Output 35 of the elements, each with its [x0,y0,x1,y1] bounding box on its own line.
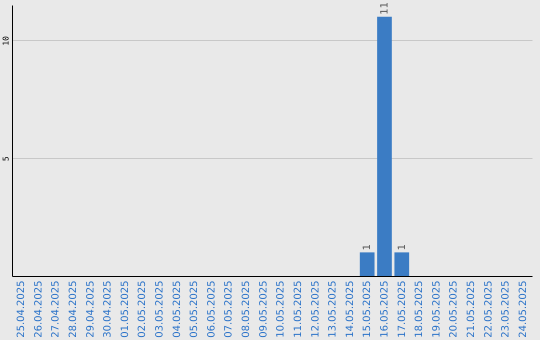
x-tick-label: 07.05.2025 [224,280,235,338]
x-tick-label: 30.04.2025 [102,280,114,338]
x-tick-label: 22.05.2025 [483,280,494,338]
x-tick-label: 04.05.2025 [172,280,183,338]
x-tick-label: 11.05.2025 [292,280,304,338]
x-tick-label: 19.05.2025 [431,280,442,338]
x-tick-label: 12.05.2025 [310,280,322,338]
x-tick-label: 13.05.2025 [328,280,339,338]
x-tick-label: 10.05.2025 [276,280,287,338]
y-tick-label: 10 [2,36,10,46]
data-label: 1 [362,244,374,250]
x-tick-label: 23.05.2025 [500,280,512,338]
x-tick-label: 01.05.2025 [120,280,131,338]
x-tick-label: 06.05.2025 [206,280,218,338]
x-tick-label: 25.04.2025 [16,280,28,338]
y-tick-label: 5 [2,156,10,162]
x-tick-label: 28.04.2025 [68,280,79,338]
x-tick-label: 08.05.2025 [241,280,252,338]
x-tick-label: 17.05.2025 [396,280,408,338]
x-tick-label: 18.05.2025 [414,280,426,338]
x-tick-label: 03.05.2025 [154,280,166,338]
x-tick-label: 09.05.2025 [258,280,270,338]
x-tick-label: 16.05.2025 [379,280,390,338]
x-tick-label: 26.04.2025 [33,280,44,338]
x-tick-label: 05.05.2025 [189,280,200,338]
data-label: 1 [396,244,408,250]
x-tick-label: 14.05.2025 [344,280,356,338]
x-tick-label: 20.05.2025 [448,280,460,338]
x-tick-label: 27.04.2025 [50,280,62,338]
x-tick-label: 21.05.2025 [466,280,477,338]
x-tick-label: 29.04.2025 [85,280,96,338]
data-label: 11 [379,2,390,15]
x-tick-label: 02.05.2025 [137,280,148,338]
x-tick-label: 24.05.2025 [518,280,529,338]
x-tick-label: 15.05.2025 [362,280,374,338]
